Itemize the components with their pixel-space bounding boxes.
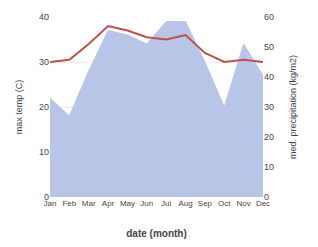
svg-text:50: 50 — [264, 42, 274, 52]
svg-text:Sep: Sep — [198, 199, 213, 208]
svg-text:20: 20 — [39, 102, 49, 112]
svg-text:max temp (C): max temp (C) — [14, 80, 24, 135]
svg-text:30: 30 — [39, 57, 49, 67]
svg-text:10: 10 — [39, 147, 49, 157]
svg-text:40: 40 — [264, 72, 274, 82]
svg-text:30: 30 — [264, 102, 274, 112]
svg-text:Feb: Feb — [62, 199, 76, 208]
svg-text:med. precipitation (kg/m2): med. precipitation (kg/m2) — [288, 55, 298, 159]
svg-text:Nov: Nov — [237, 199, 251, 208]
svg-text:Jun: Jun — [140, 199, 153, 208]
svg-text:0: 0 — [264, 192, 269, 202]
svg-text:0: 0 — [44, 192, 49, 202]
svg-text:Dec: Dec — [256, 199, 270, 208]
svg-text:Apr: Apr — [102, 199, 115, 208]
svg-text:60: 60 — [264, 12, 274, 22]
svg-text:Jan: Jan — [44, 199, 57, 208]
svg-text:10: 10 — [264, 162, 274, 172]
svg-text:date (month): date (month) — [126, 228, 187, 239]
svg-text:20: 20 — [264, 132, 274, 142]
svg-text:Aug: Aug — [178, 199, 192, 208]
svg-text:May: May — [120, 199, 135, 208]
svg-text:Jul: Jul — [161, 199, 171, 208]
svg-text:Mar: Mar — [82, 199, 96, 208]
svg-text:40: 40 — [39, 12, 49, 22]
svg-text:Oct: Oct — [218, 199, 231, 208]
